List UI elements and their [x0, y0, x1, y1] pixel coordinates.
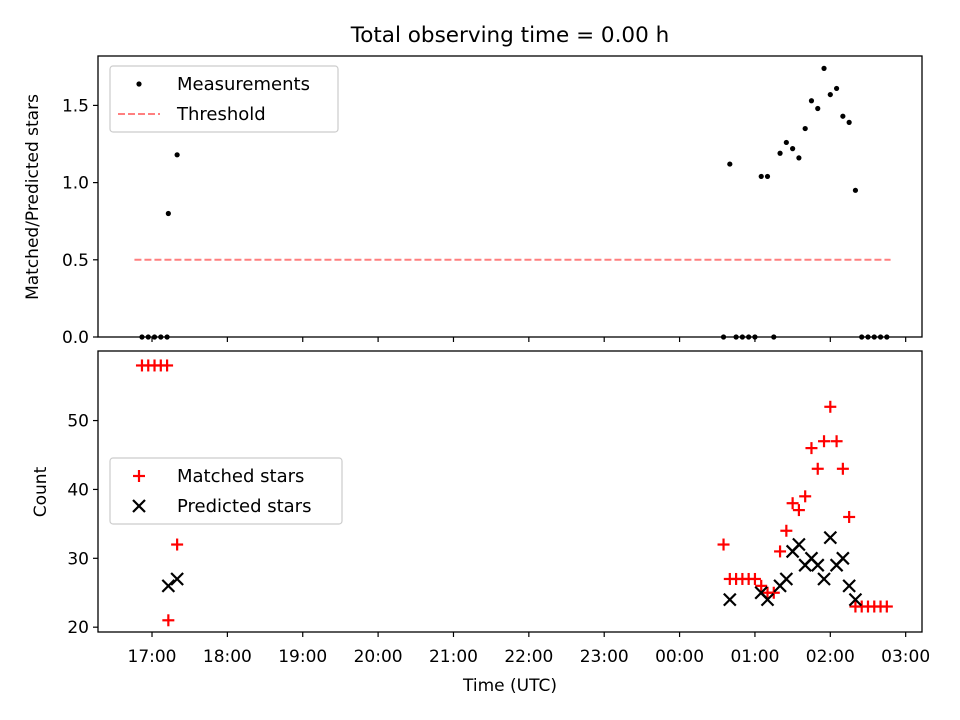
count-x-axis: 17:00 18:00 19:00 20:00 21:00 22:00 23:00 00:00… [128, 632, 930, 667]
x-tick-label: 19:00 [278, 647, 327, 667]
plus-marker [717, 538, 730, 551]
ratio-legend-box [109, 65, 339, 133]
x-tick-label: 20:00 [354, 647, 403, 667]
x-tick-label: 22:00 [504, 647, 553, 667]
legend-measurements-label: Measurements [177, 74, 310, 95]
x-marker [823, 530, 838, 545]
data-point [808, 98, 815, 104]
x-marker [848, 592, 863, 607]
data-point [174, 152, 180, 158]
plus-marker [830, 435, 843, 448]
legend-measurements-marker [136, 81, 142, 87]
x-tick-label: 23:00 [580, 647, 629, 667]
data-point [790, 146, 796, 152]
plus-marker [786, 497, 799, 510]
data-point [852, 187, 859, 193]
plus-marker [161, 359, 174, 372]
data-point [783, 139, 789, 146]
y-tick-label: 50 [67, 412, 89, 432]
data-point [815, 105, 821, 112]
y-tick-label: 20 [67, 618, 89, 638]
y-tick-label: 30 [67, 549, 89, 569]
y-tick-label: 0.5 [62, 251, 89, 271]
y-tick-label: 40 [67, 480, 89, 500]
plus-marker [836, 462, 849, 475]
x-marker [760, 592, 775, 607]
data-point [846, 119, 852, 125]
plus-marker [748, 572, 761, 585]
x-marker [161, 579, 176, 593]
series-matched-stars [135, 359, 893, 627]
x-marker [779, 572, 794, 586]
ratio-x-ticks [151, 337, 907, 342]
plus-marker [818, 435, 831, 448]
x-tick-label: 21:00 [429, 647, 478, 667]
count-y-axis-label: Count [31, 466, 51, 517]
ratio-y-axis: 0.0 0.5 1.0 1.5 [62, 96, 98, 348]
x-marker [810, 558, 825, 572]
data-point [727, 161, 733, 167]
data-point [833, 85, 840, 92]
data-point [802, 125, 808, 132]
count-legend: Matched stars Predicted stars [109, 457, 343, 525]
plus-marker [767, 586, 780, 599]
legend-predicted-marker [132, 499, 146, 513]
data-point [764, 173, 771, 180]
data-point [777, 150, 783, 156]
legend-matched-marker [133, 470, 145, 482]
legend-predicted-label: Predicted stars [177, 496, 311, 517]
plus-marker [799, 490, 812, 503]
plus-marker [843, 510, 856, 523]
ratio-y-axis-label: Matched/Predicted stars [23, 94, 43, 300]
x-axis-label: Time (UTC) [462, 676, 557, 696]
count-panel: 20 30 40 50 17:00 18:00 19:00 20:00 21:00 22:00 2… [31, 350, 930, 696]
plus-marker [824, 400, 837, 413]
ratio-panel: 0.0 0.5 1.0 1.5 Matched/Predicted stars Mea… [23, 55, 923, 348]
x-marker [836, 551, 850, 566]
data-point [796, 155, 802, 161]
x-tick-label: 03:00 [881, 647, 930, 667]
x-marker [817, 572, 831, 586]
plus-marker [805, 442, 818, 455]
legend-threshold-label: Threshold [176, 104, 266, 125]
count-axes-frame [97, 350, 923, 633]
data-point [840, 113, 846, 119]
x-tick-label: 17:00 [128, 647, 177, 667]
count-legend-box [109, 457, 343, 525]
ratio-legend: Measurements Threshold [109, 65, 339, 133]
legend-matched-label: Matched stars [177, 466, 304, 487]
y-tick-label: 1.5 [62, 96, 89, 116]
y-tick-label: 1.0 [62, 174, 89, 194]
x-marker [723, 592, 737, 607]
x-tick-label: 02:00 [806, 647, 855, 667]
plus-marker [171, 538, 184, 551]
data-point [827, 91, 833, 98]
data-point [821, 65, 827, 71]
chart-title: Total observing time = 0.00 h [350, 23, 670, 48]
count-plot-area [135, 359, 893, 627]
series-predicted-stars [161, 530, 863, 607]
data-point [758, 173, 764, 180]
x-tick-label: 01:00 [730, 647, 779, 667]
plus-marker [780, 524, 793, 537]
ratio-axes-frame [97, 55, 923, 338]
count-y-axis: 20 30 40 50 [67, 412, 98, 638]
x-tick-label: 00:00 [655, 647, 704, 667]
x-marker [170, 572, 184, 586]
plus-marker [880, 600, 893, 613]
plus-marker [792, 504, 805, 517]
x-marker [842, 579, 856, 593]
plus-marker [162, 614, 175, 627]
plus-marker [774, 545, 787, 558]
x-marker [792, 537, 806, 552]
x-tick-label: 18:00 [203, 647, 252, 667]
y-tick-label: 0.0 [62, 328, 89, 348]
plus-marker [755, 579, 768, 592]
plus-marker [811, 462, 824, 475]
data-point [165, 210, 171, 217]
